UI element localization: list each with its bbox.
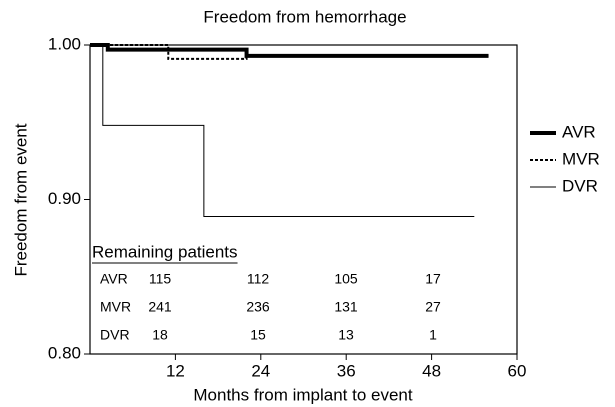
risk-count: 17 (425, 271, 441, 287)
legend-label: DVR (562, 176, 598, 195)
x-tick-label: 12 (166, 361, 185, 380)
y-tick-label: 0.90 (48, 189, 81, 208)
survival-line (90, 44, 475, 217)
risk-count: 236 (246, 299, 270, 315)
risk-row-label: MVR (100, 299, 131, 315)
y-tick-label: 1.00 (48, 34, 81, 53)
risk-count: 13 (338, 327, 354, 343)
risk-count: 241 (148, 299, 172, 315)
risk-count: 131 (334, 299, 358, 315)
legend-label: MVR (562, 149, 600, 168)
survival-line (90, 43, 489, 58)
x-axis-label: Months from implant to event (193, 385, 412, 404)
y-tick-label: 0.80 (48, 343, 81, 362)
chart-title: Freedom from hemorrhage (203, 7, 406, 26)
x-tick-label: 36 (337, 361, 356, 380)
x-tick-label: 48 (422, 361, 441, 380)
risk-row-label: DVR (100, 327, 130, 343)
risk-count: 15 (250, 327, 266, 343)
risk-count: 115 (149, 271, 172, 287)
risk-count: 1 (429, 327, 437, 343)
risk-table-title: Remaining patients (92, 242, 238, 261)
x-tick-label: 60 (508, 361, 527, 380)
risk-row-label: AVR (100, 271, 128, 287)
risk-count: 27 (425, 299, 441, 315)
x-tick-label: 24 (251, 361, 270, 380)
risk-count: 112 (247, 271, 270, 287)
risk-count: 105 (334, 271, 358, 287)
y-axis-label: Freedom from event (11, 123, 30, 276)
risk-count: 18 (152, 327, 168, 343)
legend-label: AVR (562, 122, 596, 141)
survival-line (90, 44, 489, 60)
